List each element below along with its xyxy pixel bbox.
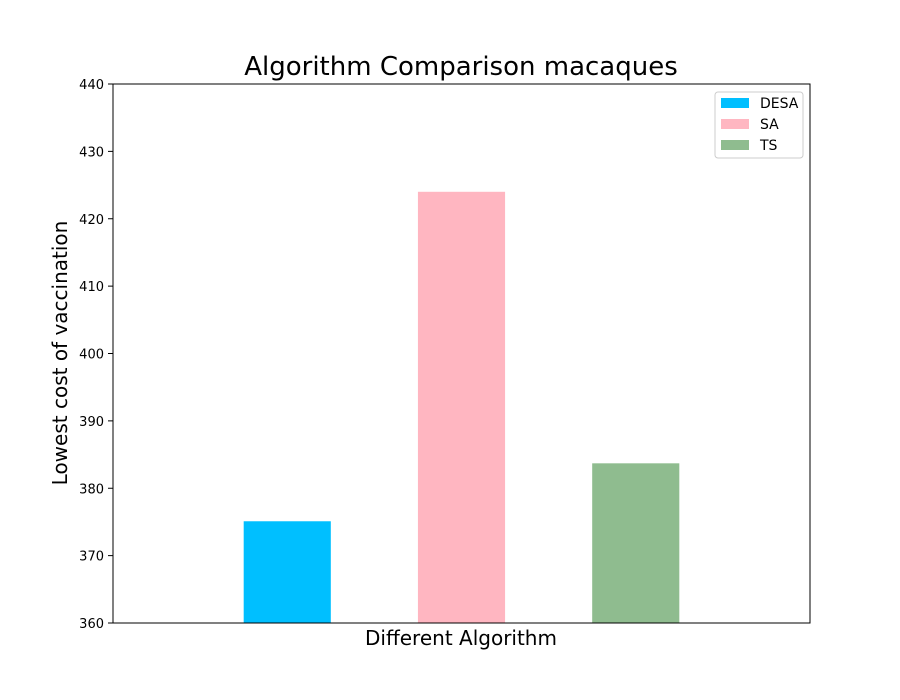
legend-swatch-ts xyxy=(721,140,749,150)
legend: DESA SA TS xyxy=(714,91,804,159)
y-tick-label: 420 xyxy=(79,213,104,228)
y-tick-label: 380 xyxy=(79,482,104,497)
bars-group xyxy=(243,191,680,624)
y-tick-label: 360 xyxy=(79,617,104,632)
bar-ts xyxy=(592,463,680,623)
y-tick-label: 370 xyxy=(79,550,104,565)
y-tick-label: 430 xyxy=(79,145,104,160)
bar-sa xyxy=(417,191,506,624)
legend-label-ts: TS xyxy=(759,138,778,154)
bar-desa xyxy=(243,521,331,623)
x-axis-title: Different Algorithm xyxy=(365,626,557,650)
plot-area-frame xyxy=(112,83,811,624)
y-tick-label: 410 xyxy=(79,280,104,295)
y-axis-title: Lowest cost of vaccination xyxy=(48,221,72,486)
y-tick-label: 390 xyxy=(79,415,104,430)
y-tick-label: 400 xyxy=(79,348,104,363)
y-axis: 360 370 380 390 400 410 420 430 440 xyxy=(79,78,113,632)
legend-label-sa: SA xyxy=(760,117,779,133)
legend-label-desa: DESA xyxy=(760,96,799,112)
chart-title: Algorithm Comparison macaques xyxy=(244,52,678,82)
legend-swatch-sa xyxy=(721,119,749,129)
legend-swatch-desa xyxy=(721,98,749,108)
y-tick-label: 440 xyxy=(79,78,104,93)
